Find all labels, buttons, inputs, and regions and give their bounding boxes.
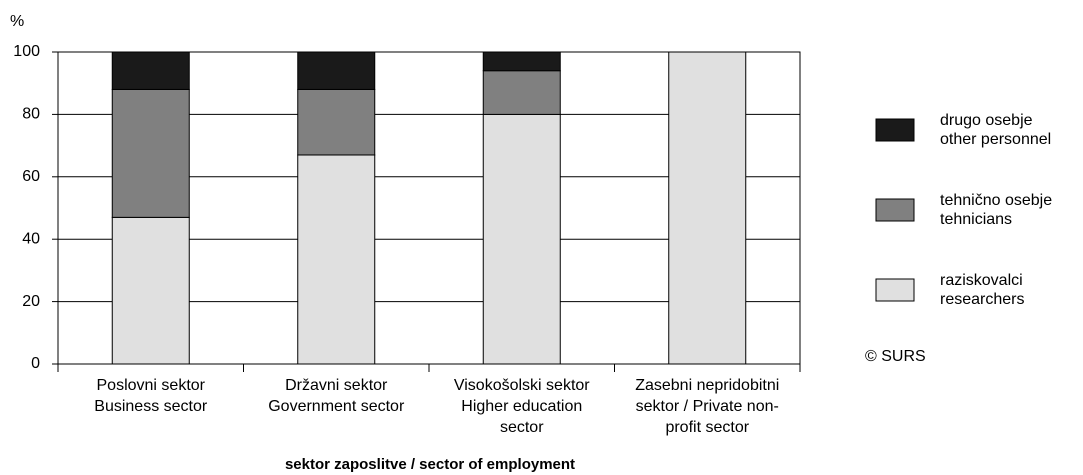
y-tick-label: 0 xyxy=(31,355,40,372)
legend-swatch xyxy=(875,278,915,302)
legend-label: researchers xyxy=(940,291,1024,308)
bar-segment xyxy=(482,51,561,72)
legend-swatch xyxy=(875,118,915,142)
y-tick-label: 100 xyxy=(13,43,40,60)
x-tick-label: Business sector xyxy=(94,398,208,415)
legend-swatch xyxy=(875,198,915,222)
y-tick-label: 80 xyxy=(22,106,40,123)
x-tick-label: Zasebni nepridobitni xyxy=(635,377,779,394)
bar-segment xyxy=(668,51,747,365)
legend-label: tehnicians xyxy=(940,211,1012,228)
x-tick-label: Visokošolski sektor xyxy=(454,377,590,394)
x-axis-title: sektor zaposlitve / sector of employment xyxy=(285,456,575,473)
x-tick-label: profit sector xyxy=(665,419,749,436)
y-unit: % xyxy=(10,13,24,30)
x-tick-label: sektor / Private non- xyxy=(636,398,779,415)
legend-label: tehnično osebje xyxy=(940,192,1052,209)
x-tick-label: Poslovni sektor xyxy=(97,377,206,394)
bar-segment xyxy=(482,113,561,365)
legend-label: other personnel xyxy=(940,131,1051,148)
bar-segment xyxy=(111,51,190,90)
x-tick-label: sector xyxy=(500,419,544,436)
legend-label: drugo osebje xyxy=(940,112,1033,129)
bar-segment xyxy=(297,51,376,90)
legend-label: raziskovalci xyxy=(940,272,1023,289)
source: © SURS xyxy=(865,348,926,365)
bar-segment xyxy=(297,154,376,365)
x-tick-label: Higher education xyxy=(461,398,582,415)
x-tick-label: Government sector xyxy=(268,398,405,415)
x-tick-label: Državni sektor xyxy=(285,377,388,394)
bar-segment xyxy=(297,88,376,156)
bar-segment xyxy=(111,88,190,218)
bar-segment xyxy=(482,70,561,115)
y-tick-label: 20 xyxy=(22,293,40,310)
y-tick-label: 60 xyxy=(22,168,40,185)
bar-segment xyxy=(111,216,190,365)
y-tick-label: 40 xyxy=(22,230,40,247)
